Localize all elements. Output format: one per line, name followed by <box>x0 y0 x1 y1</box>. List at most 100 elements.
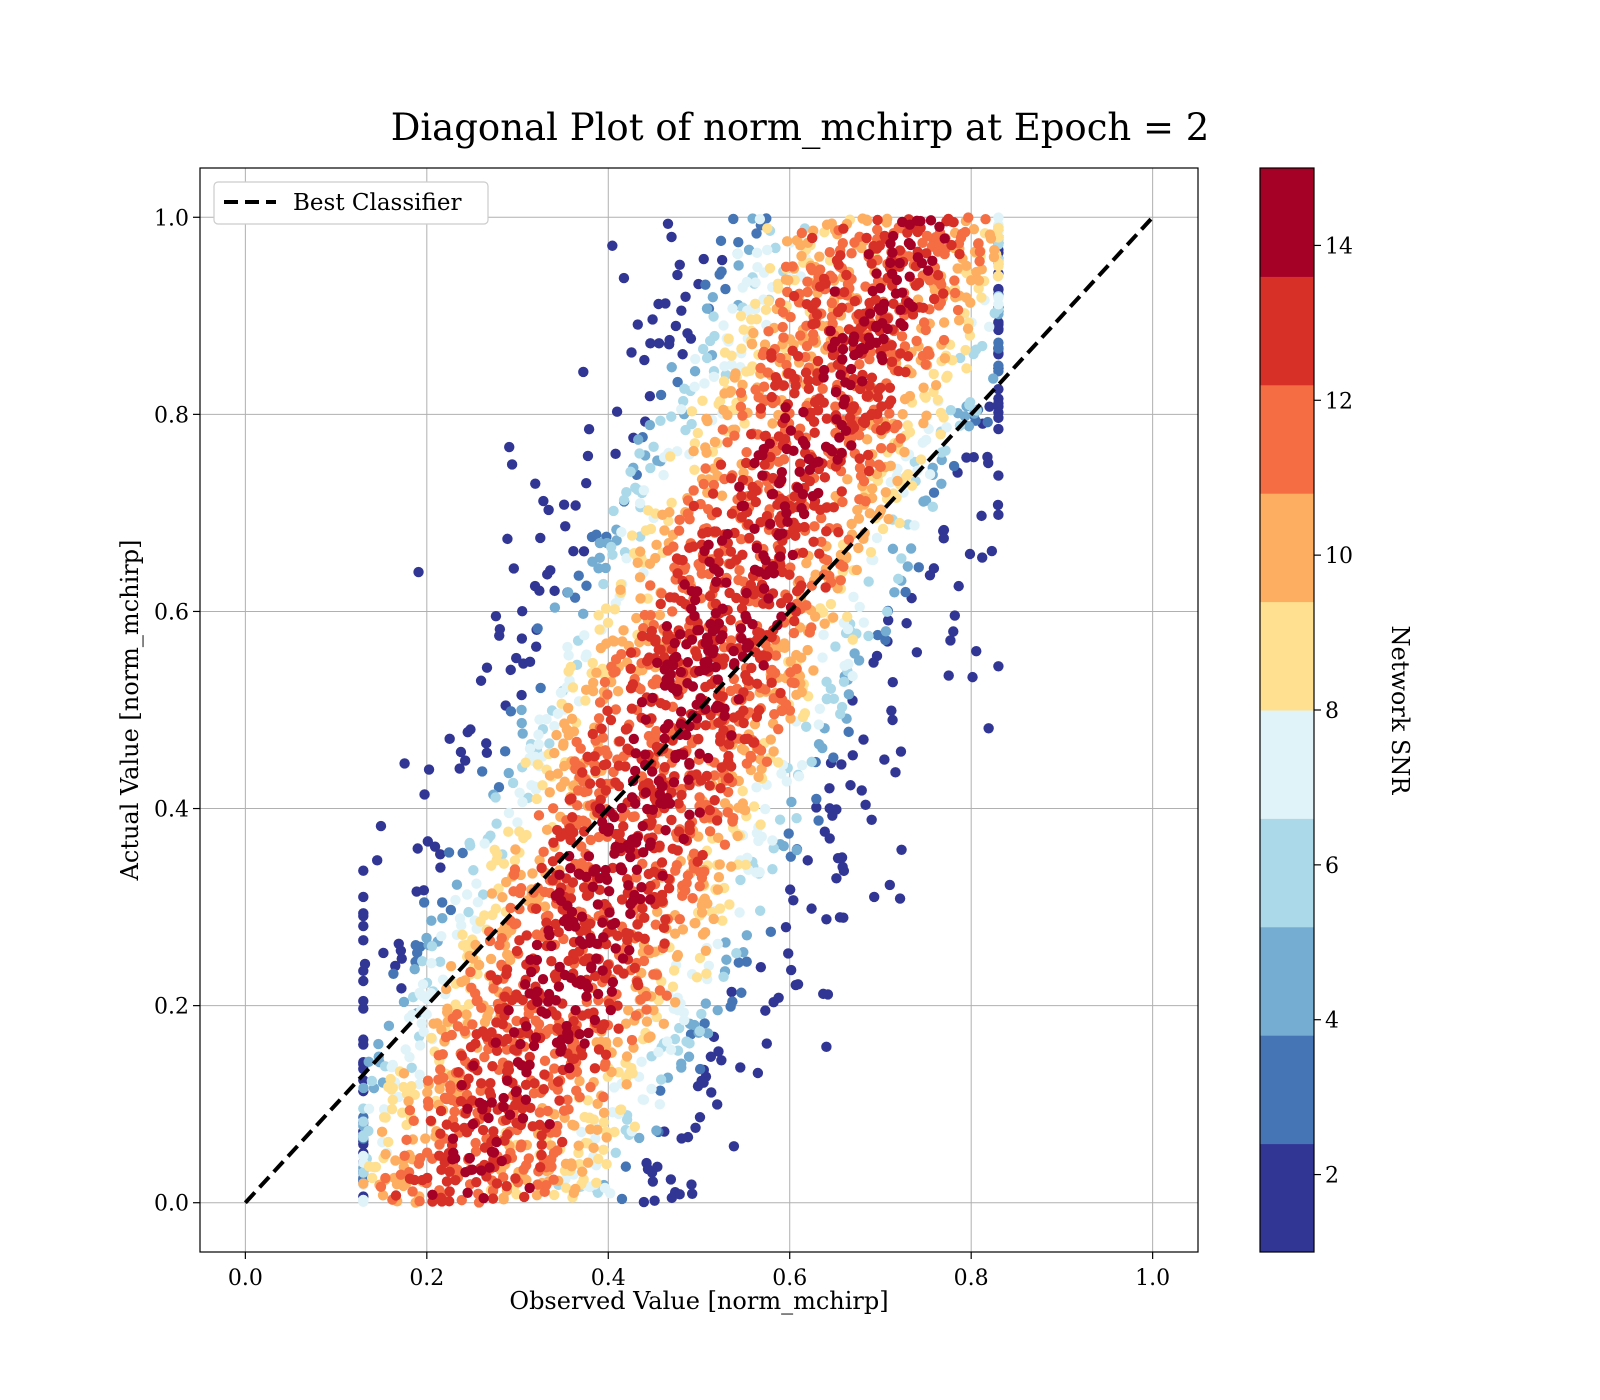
scatter-point <box>658 469 669 481</box>
colorbar-tick-label: 6 <box>1325 854 1339 879</box>
scatter-point <box>601 1132 612 1143</box>
scatter-point <box>752 1067 764 1079</box>
scatter-point <box>414 987 425 998</box>
scatter-point <box>716 762 727 773</box>
scatter-point <box>631 872 642 883</box>
scatter-point <box>635 546 646 557</box>
scatter-point <box>907 309 919 320</box>
scatter-point <box>650 919 661 930</box>
scatter-point <box>563 666 574 677</box>
scatter-point <box>544 770 556 781</box>
scatter-point <box>993 470 1004 481</box>
scatter-point <box>667 843 678 855</box>
scatter-point <box>481 747 493 758</box>
scatter-point <box>728 1141 740 1152</box>
scatter-point <box>576 841 587 852</box>
scatter-point <box>674 914 686 925</box>
scatter-point <box>726 986 737 998</box>
scatter-point <box>725 761 737 772</box>
scatter-point <box>566 713 578 725</box>
scatter-point <box>459 755 471 766</box>
scatter-point <box>578 955 590 967</box>
scatter-point <box>366 1172 378 1184</box>
scatter-point <box>404 1051 415 1063</box>
scatter-point <box>690 1122 701 1133</box>
scatter-point <box>796 686 807 698</box>
scatter-point <box>612 964 624 975</box>
scatter-point <box>787 549 799 561</box>
scatter-point <box>963 212 974 223</box>
scatter-point <box>792 522 803 533</box>
scatter-point <box>477 889 489 900</box>
scatter-point <box>567 682 579 693</box>
scatter-point <box>735 310 747 322</box>
scatter-point <box>819 826 830 837</box>
scatter-point <box>664 592 676 603</box>
scatter-point <box>694 881 705 892</box>
scatter-point <box>973 283 984 294</box>
scatter-point <box>738 324 749 335</box>
scatter-point <box>539 1069 550 1080</box>
scatter-point <box>729 430 740 441</box>
scatter-point <box>809 427 820 438</box>
scatter-point <box>435 849 446 860</box>
scatter-point <box>879 754 890 765</box>
scatter-point <box>640 714 651 725</box>
scatter-point <box>756 831 767 843</box>
scatter-point <box>689 594 701 606</box>
scatter-point <box>662 628 673 640</box>
scatter-point <box>655 598 666 610</box>
scatter-point <box>760 1005 771 1016</box>
scatter-point <box>860 799 871 811</box>
scatter-point <box>928 368 939 380</box>
scatter-point <box>551 1127 562 1138</box>
scatter-point <box>786 796 797 808</box>
scatter-point <box>530 478 541 489</box>
scatter-point <box>437 912 448 924</box>
scatter-point <box>711 576 722 587</box>
scatter-point <box>562 702 574 714</box>
scatter-point <box>521 1067 532 1078</box>
scatter-point <box>761 756 773 767</box>
scatter-point <box>633 434 644 445</box>
scatter-point <box>821 219 833 230</box>
scatter-point <box>838 676 850 687</box>
scatter-point <box>802 855 813 866</box>
scatter-point <box>358 995 369 1007</box>
scatter-point <box>854 359 865 370</box>
scatter-point <box>887 543 899 555</box>
scatter-point <box>583 851 595 862</box>
scatter-point <box>941 422 952 433</box>
colorbar-tick-label: 4 <box>1325 1009 1339 1034</box>
scatter-point <box>638 955 650 967</box>
scatter-point <box>618 272 630 284</box>
scatter-point <box>673 826 685 837</box>
scatter-point <box>358 965 369 977</box>
scatter-point <box>632 919 643 930</box>
scatter-point <box>657 870 668 881</box>
scatter-point <box>800 367 812 378</box>
scatter-point <box>511 1015 522 1027</box>
scatter-point <box>505 664 516 676</box>
scatter-point <box>820 278 831 289</box>
scatter-point <box>414 1069 425 1080</box>
scatter-point <box>358 920 369 932</box>
scatter-point <box>694 1063 706 1075</box>
scatter-point <box>781 359 792 371</box>
scatter-point <box>783 948 794 959</box>
scatter-point <box>607 549 618 560</box>
scatter-point <box>481 662 493 673</box>
scatter-point <box>530 903 542 915</box>
colorbar-tick-label: 14 <box>1325 234 1353 259</box>
scatter-point <box>939 353 951 364</box>
colorbar-band <box>1260 168 1314 277</box>
scatter-point <box>936 478 947 489</box>
scatter-point <box>517 605 528 617</box>
scatter-point <box>363 1161 375 1172</box>
scatter-point <box>768 843 779 854</box>
scatter-point <box>831 873 842 884</box>
scatter-point <box>973 238 984 249</box>
scatter-point <box>616 1193 628 1205</box>
scatter-point <box>973 275 985 286</box>
scatter-point <box>896 844 907 855</box>
